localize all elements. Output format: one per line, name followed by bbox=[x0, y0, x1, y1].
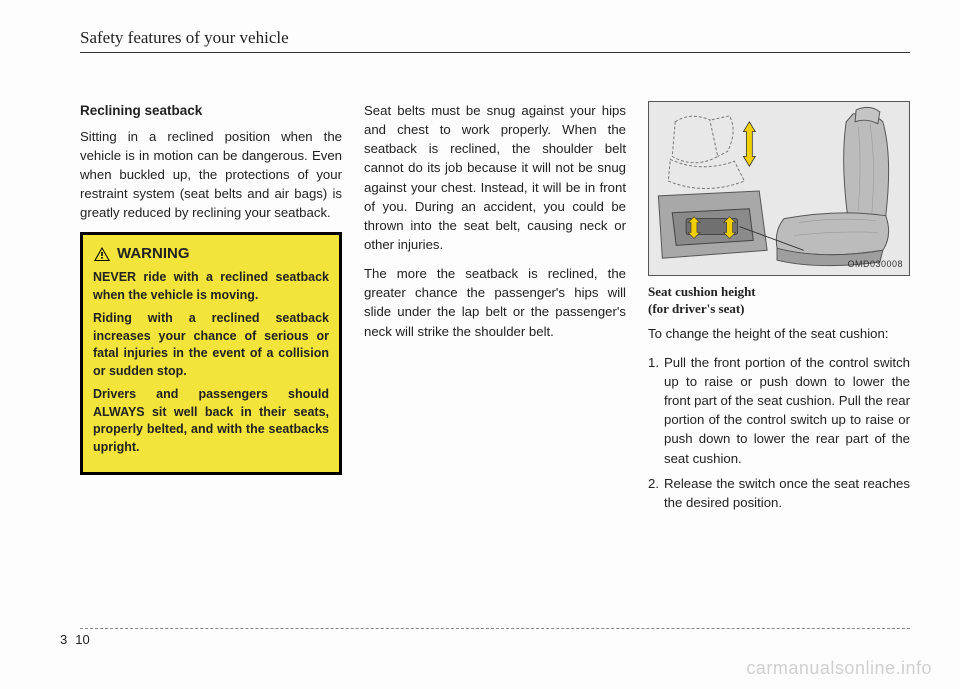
chapter-number: 3 bbox=[60, 632, 67, 647]
step-2-num: 2. bbox=[648, 474, 664, 512]
watermark: carmanualsonline.info bbox=[746, 658, 932, 679]
warning-p1: NEVER ride with a reclined seatback when… bbox=[93, 269, 329, 304]
figure-code: OMD030008 bbox=[847, 258, 903, 271]
page-number-value: 10 bbox=[75, 632, 89, 647]
page-number: 3 10 bbox=[60, 632, 90, 647]
content-columns: Reclining seatback Sitting in a reclined… bbox=[80, 101, 910, 518]
footer-divider bbox=[80, 628, 910, 629]
reclining-heading: Reclining seatback bbox=[80, 101, 342, 121]
warning-label: WARNING bbox=[117, 243, 190, 265]
warning-p3: Drivers and passengers should ALWAYS sit… bbox=[93, 386, 329, 456]
step-1-num: 1. bbox=[648, 353, 664, 468]
belt-paragraph-2: The more the seatback is reclined, the g… bbox=[364, 264, 626, 341]
belt-paragraph-1: Seat belts must be snug against your hip… bbox=[364, 101, 626, 254]
section-title: Safety features of your vehicle bbox=[80, 28, 910, 53]
warning-text: NEVER ride with a reclined seatback when… bbox=[93, 269, 329, 456]
cushion-heading: Seat cushion height (for driver's seat) bbox=[648, 284, 910, 318]
step-1: 1. Pull the front portion of the control… bbox=[648, 353, 910, 468]
cushion-intro: To change the height of the seat cushion… bbox=[648, 324, 910, 343]
column-3: OMD030008 Seat cushion height (for drive… bbox=[648, 101, 910, 518]
step-1-text: Pull the front portion of the control sw… bbox=[664, 353, 910, 468]
column-2: Seat belts must be snug against your hip… bbox=[364, 101, 626, 518]
column-1: Reclining seatback Sitting in a reclined… bbox=[80, 101, 342, 518]
manual-page: Safety features of your vehicle Reclinin… bbox=[0, 0, 960, 689]
reclining-paragraph: Sitting in a reclined position when the … bbox=[80, 127, 342, 223]
step-2-text: Release the switch once the seat reaches… bbox=[664, 474, 910, 512]
warning-header: WARNING bbox=[93, 243, 329, 265]
warning-icon bbox=[93, 246, 111, 262]
seat-figure: OMD030008 bbox=[648, 101, 910, 276]
step-2: 2. Release the switch once the seat reac… bbox=[648, 474, 910, 512]
seat-diagram bbox=[649, 102, 909, 275]
warning-p2: Riding with a reclined seatback increase… bbox=[93, 310, 329, 380]
warning-box: WARNING NEVER ride with a reclined seatb… bbox=[80, 232, 342, 475]
